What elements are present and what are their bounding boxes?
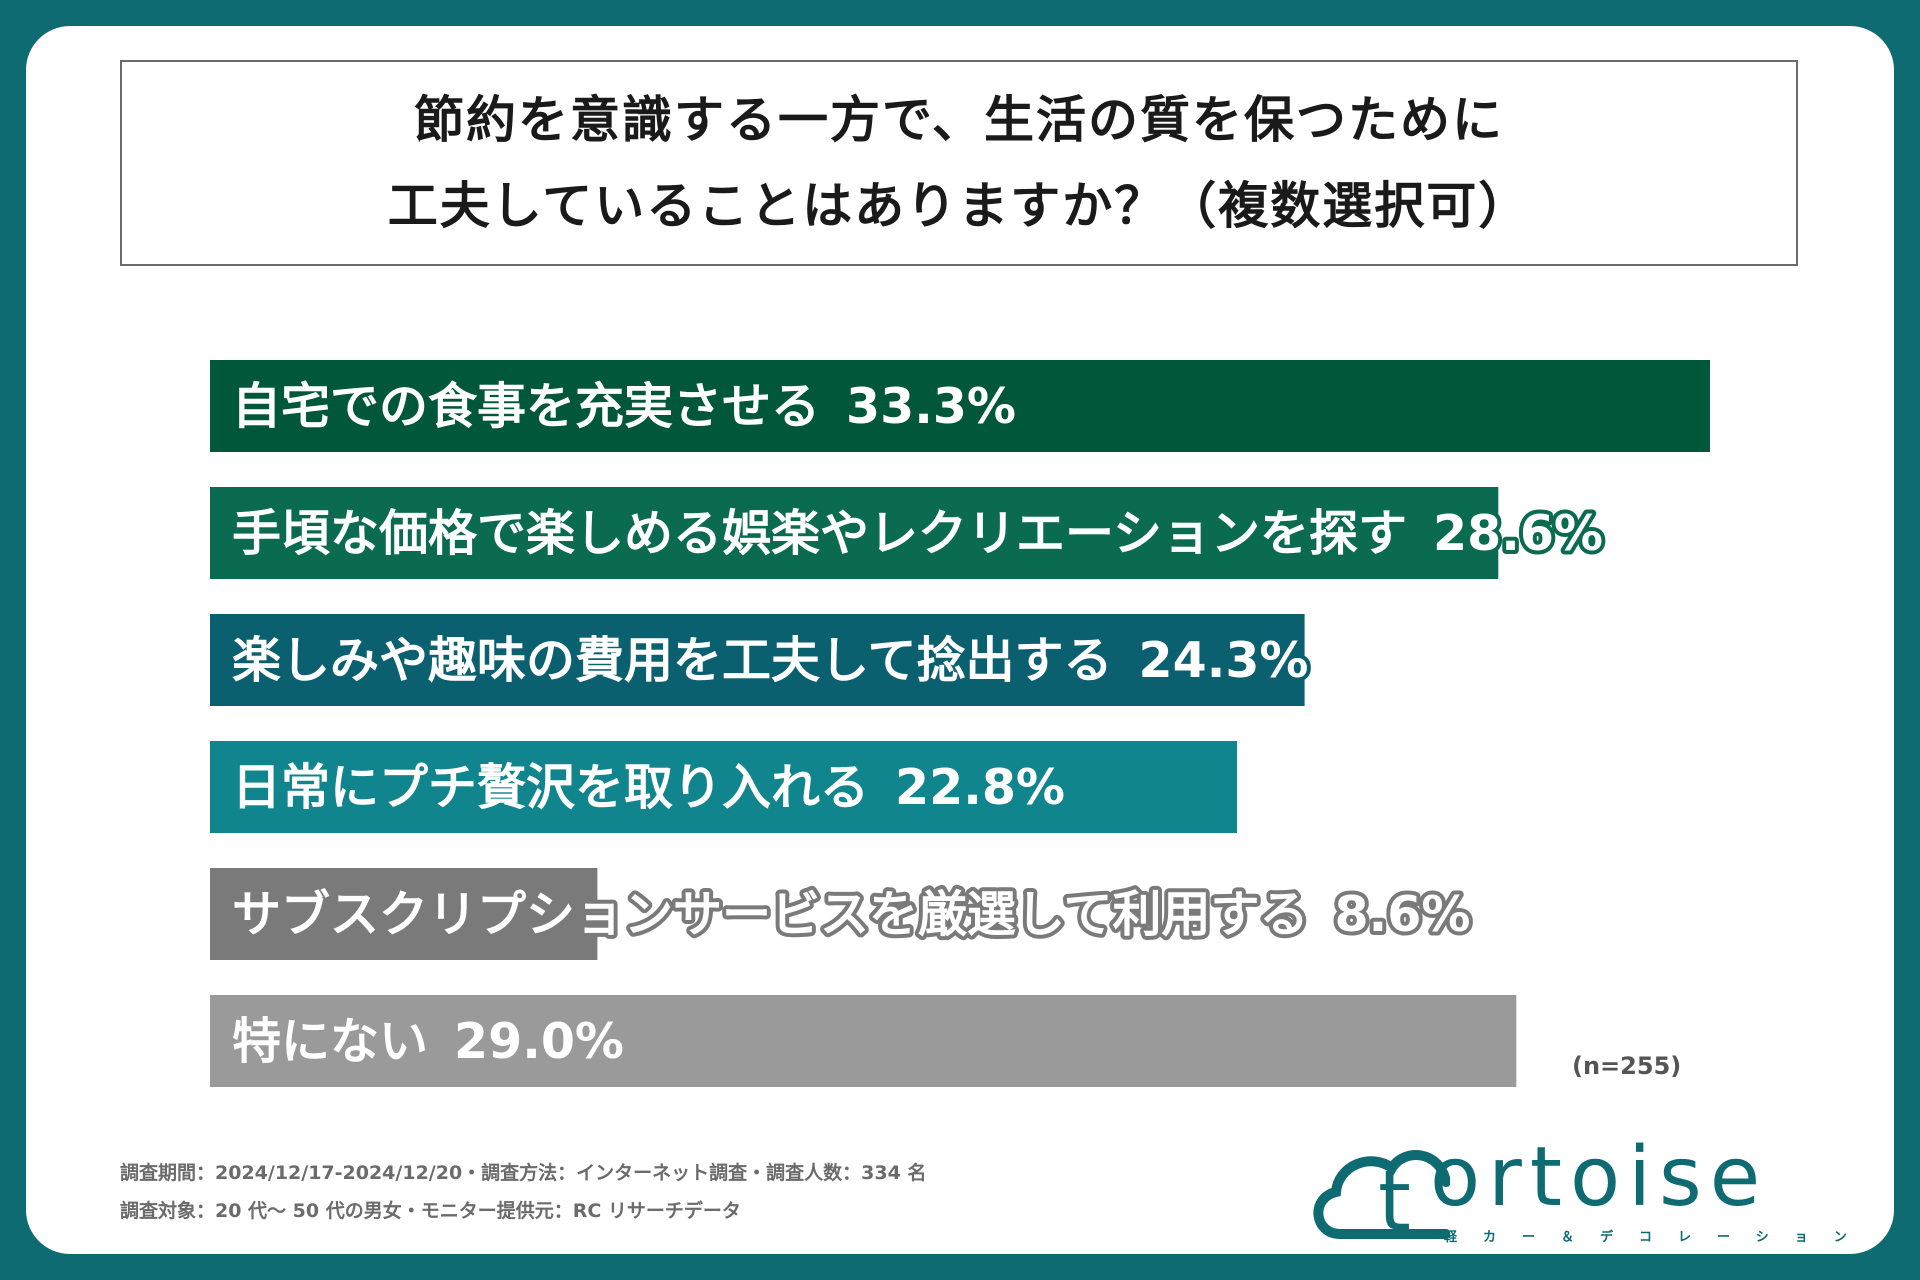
cloud-t-logo-icon: t: [1313, 1150, 1450, 1250]
bar-6: [210, 995, 1517, 1087]
category-label-6: 特にない: [232, 1013, 428, 1070]
bar-1: [210, 360, 1710, 452]
bar-4: [210, 741, 1238, 833]
chart-title-line-2: 工夫していることはありますか？（複数選択可）: [387, 177, 1531, 235]
bar-5: [210, 868, 598, 960]
value-label-2: 28.6%: [1433, 505, 1603, 562]
logo-mark-letter: t: [1378, 1152, 1411, 1250]
category-label-5: サブスクリプションサービスを厳選して利用する: [232, 886, 1309, 943]
category-label-2: 手頃な価格で楽しめる娯楽やレクリエーションを探す: [232, 505, 1407, 562]
value-label-3: 24.3%: [1139, 632, 1309, 689]
title-box: 節約を意識する一方で、生活の質を保つために 工夫していることはありますか？（複数…: [120, 60, 1798, 266]
bar-label-6: 特にない 29.0%: [232, 1013, 624, 1070]
survey-footnote-1: 調査期間：2024/12/17-2024/12/20・調査方法：インターネット調…: [120, 1162, 927, 1184]
bar-2: [210, 487, 1499, 579]
logo-wordmark: ortoise: [1430, 1130, 1769, 1225]
brand-logo: t ortoise 軽カー＆デコレーション: [1300, 1130, 1847, 1250]
category-label-1: 自宅での食事を充実させる: [232, 378, 820, 435]
logo-subtitle: 軽カー＆デコレーション: [1444, 1230, 1873, 1245]
bar-label-5: サブスクリプションサービスを厳選して利用する 8.6%: [232, 886, 1470, 943]
bar-label-1: 自宅での食事を充実させる 33.3%: [232, 378, 1016, 435]
sample-size: (n=255): [1572, 1052, 1682, 1080]
bar-label-3: 楽しみや趣味の費用を工夫して捻出する 24.3%: [232, 632, 1309, 689]
bar-label-2: 手頃な価格で楽しめる娯楽やレクリエーションを探す 28.6%: [232, 505, 1603, 562]
value-label-6: 29.0%: [454, 1013, 624, 1070]
bar-3: [210, 614, 1305, 706]
category-label-4: 日常にプチ贅沢を取り入れる: [232, 759, 869, 816]
bar-label-4: 日常にプチ贅沢を取り入れる 22.8%: [232, 759, 1065, 816]
category-label-3: 楽しみや趣味の費用を工夫して捻出する: [232, 632, 1113, 689]
survey-footnote-2: 調査対象：20 代～ 50 代の男女・モニター提供元：RC リサーチデータ: [120, 1200, 741, 1222]
value-label-4: 22.8%: [895, 759, 1065, 816]
chart-title-line-1: 節約を意識する一方で、生活の質を保つために: [414, 91, 1504, 149]
value-label-1: 33.3%: [846, 378, 1016, 435]
value-label-5: 8.6%: [1335, 886, 1471, 943]
